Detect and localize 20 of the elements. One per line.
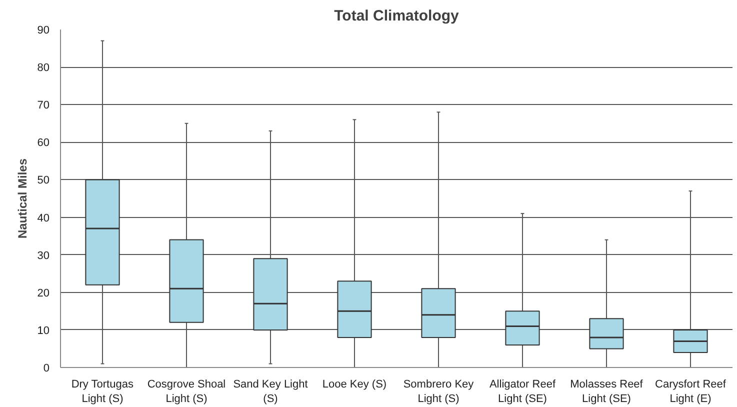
x-tick-label: Looe Key (S)	[322, 378, 387, 390]
y-tick-label: 40	[37, 212, 50, 224]
y-tick-label: 30	[37, 250, 50, 262]
y-tick-label: 10	[37, 324, 50, 337]
y-tick-label: 80	[37, 62, 50, 74]
y-tick-label: 60	[37, 137, 50, 150]
y-tick-label: 20	[37, 287, 50, 300]
y-tick-label: 90	[37, 24, 50, 36]
x-tick-label: Dry Tortugas Light (S)	[71, 378, 134, 405]
x-tick-label: Carysfort Reef Light (E)	[655, 378, 727, 405]
x-tick-label: Cosgrove Shoal Light (S)	[147, 378, 226, 405]
x-tick-label: Sand Key Light (S)	[233, 378, 308, 405]
y-tick-label: 50	[37, 174, 50, 187]
y-tick-label: 70	[37, 100, 50, 112]
x-tick-label: Alligator Reef Light (SE)	[489, 378, 556, 405]
y-axis-title: Nautical Miles	[15, 158, 30, 239]
x-tick-label: Molasses Reef Light (SE)	[570, 378, 644, 405]
y-tick-label: 0	[43, 362, 50, 374]
x-tick-label: Sombrero Key Light (S)	[403, 378, 474, 405]
chart-title: Total Climatology	[334, 8, 460, 24]
